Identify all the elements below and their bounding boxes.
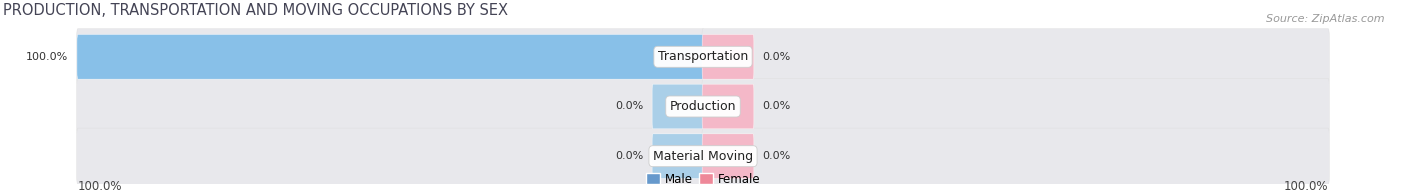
- Text: 0.0%: 0.0%: [762, 52, 790, 62]
- Text: 0.0%: 0.0%: [616, 102, 644, 112]
- FancyBboxPatch shape: [77, 29, 704, 85]
- Text: 0.0%: 0.0%: [616, 151, 644, 161]
- FancyBboxPatch shape: [702, 128, 1329, 184]
- Text: Production: Production: [669, 100, 737, 113]
- FancyBboxPatch shape: [77, 78, 704, 135]
- Text: 0.0%: 0.0%: [762, 151, 790, 161]
- FancyBboxPatch shape: [702, 78, 1329, 135]
- FancyBboxPatch shape: [652, 84, 704, 129]
- FancyBboxPatch shape: [702, 134, 754, 179]
- FancyBboxPatch shape: [77, 34, 704, 79]
- FancyBboxPatch shape: [702, 84, 754, 129]
- FancyBboxPatch shape: [652, 134, 704, 179]
- Text: 100.0%: 100.0%: [27, 52, 69, 62]
- Text: 100.0%: 100.0%: [1284, 180, 1329, 193]
- FancyBboxPatch shape: [77, 128, 704, 184]
- Text: PRODUCTION, TRANSPORTATION AND MOVING OCCUPATIONS BY SEX: PRODUCTION, TRANSPORTATION AND MOVING OC…: [3, 3, 508, 18]
- Legend: Male, Female: Male, Female: [641, 168, 765, 190]
- Text: Material Moving: Material Moving: [652, 150, 754, 163]
- Text: Transportation: Transportation: [658, 50, 748, 63]
- FancyBboxPatch shape: [702, 34, 754, 79]
- Text: 0.0%: 0.0%: [762, 102, 790, 112]
- Text: Source: ZipAtlas.com: Source: ZipAtlas.com: [1267, 14, 1385, 24]
- FancyBboxPatch shape: [702, 29, 1329, 85]
- Text: 100.0%: 100.0%: [77, 180, 122, 193]
